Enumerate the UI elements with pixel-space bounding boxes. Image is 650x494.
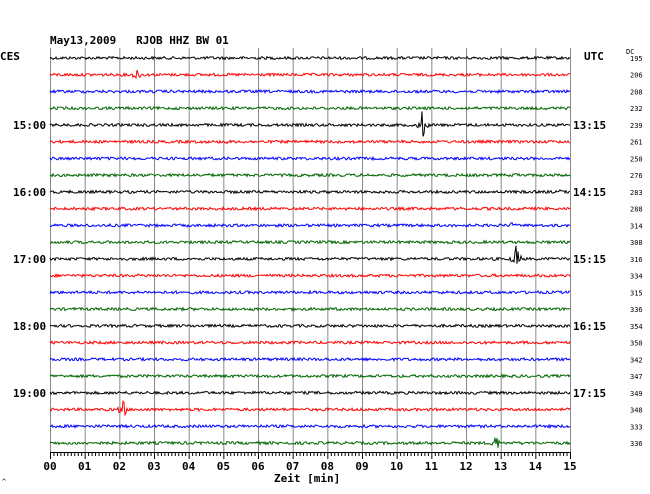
dc-value-21: 348 [630,407,643,415]
trace-8 [49,189,571,195]
right-time-label-3: 16:15 [573,320,606,333]
trace-18 [49,356,571,362]
time-labels: 195 206 208 232 239 261 250 276 283 288 314 308 316 3… [13,55,643,448]
x-tick-label-11: 11 [425,460,439,473]
left-time-label-4: 19:00 [13,387,46,400]
dc-value-15: 336 [630,306,643,314]
dc-value-0: 195 [630,55,643,63]
dc-value-23: 336 [630,440,643,448]
dc-value-4: 239 [630,122,643,130]
trace-10 [50,221,571,229]
trace-2 [49,88,571,95]
trace-11 [49,239,571,245]
trace-3 [49,105,571,111]
x-tick-label-08: 08 [321,460,334,473]
dc-value-5: 261 [630,139,643,147]
x-tick-label-02: 02 [113,460,126,473]
dc-value-9: 288 [630,206,643,214]
trace-15 [49,306,571,312]
dc-value-6: 250 [630,155,643,163]
trace-14 [49,289,571,295]
trace-4 [49,111,571,137]
x-tick-label-03: 03 [147,460,160,473]
dc-value-20: 349 [630,390,643,398]
dc-value-10: 314 [630,222,643,230]
right-time-label-4: 17:15 [573,387,606,400]
right-time-label-1: 14:15 [573,186,606,199]
left-time-label-2: 17:00 [13,253,46,266]
dc-value-11: 308 [630,239,643,247]
dc-value-22: 333 [630,423,643,431]
right-time-label-0: 13:15 [573,119,606,132]
trace-7 [49,172,571,178]
trace-22 [49,423,571,430]
trace-23 [49,437,571,448]
trace-1 [49,69,570,80]
dc-value-3: 232 [630,105,643,113]
trace-20 [49,390,571,396]
left-time-label-1: 16:00 [13,186,46,199]
x-tick-label-05: 05 [217,460,230,473]
dc-column-label: DC [626,48,635,56]
traces [49,55,571,448]
trace-21 [49,399,571,417]
x-axis-label: Zeit [min] [274,472,341,485]
dc-value-16: 354 [630,323,643,331]
x-tick-label-01: 01 [78,460,92,473]
x-tick-label-00: 00 [43,460,56,473]
x-tick-label-06: 06 [251,460,265,473]
x-tick-label-12: 12 [459,460,472,473]
dc-value-12: 316 [630,256,643,264]
x-tick-label-15: 15 [563,460,576,473]
left-time-label-3: 18:00 [13,320,46,333]
x-tick-label-13: 13 [494,460,507,473]
chart-title: May13,2009 RJOB HHZ BW 01 [50,34,229,47]
x-axis: 00 01 02 03 04 05 06 07 08 09 10 11 12 13 14 15 [43,452,577,473]
x-tick-label-09: 09 [355,460,368,473]
dc-value-17: 350 [630,340,643,348]
trace-0 [49,55,571,61]
trace-12 [49,245,571,264]
dc-value-14: 315 [630,289,643,297]
trace-13 [49,272,571,279]
x-tick-label-10: 10 [390,460,403,473]
grid [50,48,571,452]
corner-mark: ^ [2,478,7,486]
dc-value-13: 334 [630,273,643,281]
dc-value-2: 208 [630,88,643,96]
x-tick-label-04: 04 [182,460,196,473]
trace-5 [49,139,571,145]
left-time-label-0: 15:00 [13,119,46,132]
trace-16 [49,323,571,329]
dc-value-1: 206 [630,72,643,80]
trace-6 [49,155,571,161]
dc-value-7: 276 [630,172,643,180]
right-time-label-2: 15:15 [573,253,606,266]
dc-value-19: 347 [630,373,643,381]
timezone-right-label: UTC [584,50,604,63]
timezone-left-label: CES [0,50,20,63]
x-tick-label-14: 14 [529,460,543,473]
dc-value-8: 283 [630,189,643,197]
trace-19 [49,373,571,379]
trace-17 [49,339,571,346]
x-tick-label-07: 07 [286,460,299,473]
dc-value-18: 342 [630,356,643,364]
trace-9 [49,205,571,212]
